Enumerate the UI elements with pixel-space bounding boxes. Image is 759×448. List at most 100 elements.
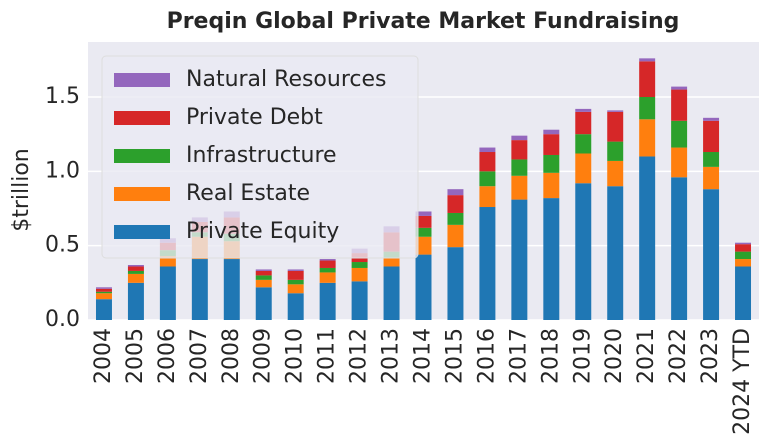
bar-segment	[319, 282, 336, 320]
bar-segment	[479, 147, 496, 153]
bar-segment	[511, 175, 528, 200]
bar-segment	[415, 227, 432, 237]
bar-segment	[319, 267, 336, 273]
bar-segment	[575, 153, 592, 184]
bar-segment	[607, 160, 624, 187]
bar-segment	[703, 117, 720, 121]
chart-title: Preqin Global Private Market Fundraising	[167, 9, 680, 34]
y-tick-label: 0.5	[45, 233, 80, 258]
bar-segment	[703, 120, 720, 153]
legend-swatch	[114, 225, 170, 239]
x-tick-label: 2013	[379, 328, 404, 384]
bar-segment	[415, 254, 432, 320]
x-tick-label: 2024 YTD	[730, 328, 755, 435]
bar-segment	[95, 299, 112, 320]
x-tick-label: 2004	[91, 328, 116, 384]
bar-segment	[735, 244, 752, 252]
bar-segment	[575, 183, 592, 320]
x-tick-label: 2009	[251, 328, 276, 384]
y-tick-label: 1.5	[45, 84, 80, 109]
bar-segment	[255, 287, 272, 320]
bar-segment	[735, 242, 752, 245]
bar-segment	[287, 284, 304, 294]
bar-segment	[319, 260, 336, 268]
bar-segment	[447, 212, 464, 225]
bar-segment	[447, 247, 464, 320]
bar-segment	[543, 154, 560, 173]
legend-swatch	[114, 111, 170, 125]
x-tick-label: 2018	[538, 328, 563, 384]
bar-segment	[415, 236, 432, 255]
legend-swatch	[114, 149, 170, 163]
x-tick-label: 2020	[602, 328, 627, 384]
bar-segment	[415, 211, 432, 216]
bar-segment	[447, 189, 464, 196]
bar-segment	[671, 89, 688, 121]
bar-segment	[415, 215, 432, 228]
bar-segment	[127, 266, 144, 271]
bar-segment	[479, 152, 496, 172]
bar-segment	[127, 282, 144, 320]
bar-segment	[703, 166, 720, 190]
bar-segment	[287, 270, 304, 280]
bar-segment	[703, 189, 720, 320]
x-tick-label: 2023	[698, 328, 723, 384]
bar-segment	[95, 288, 112, 292]
bar-segment	[95, 287, 112, 289]
bar-segment	[287, 279, 304, 285]
bar-segment	[671, 147, 688, 178]
legend-label: Infrastructure	[186, 143, 337, 168]
x-tick-label: 2005	[123, 328, 148, 384]
y-tick-label: 1.0	[45, 158, 80, 183]
x-tick-label: 2012	[347, 328, 372, 384]
bar-segment	[671, 120, 688, 148]
bar-segment	[479, 186, 496, 208]
bar-segment	[639, 156, 656, 320]
bar-segment	[255, 279, 272, 288]
bar-segment	[287, 269, 304, 271]
bar-segment	[543, 172, 560, 199]
bar-segment	[703, 152, 720, 167]
bar-segment	[511, 159, 528, 176]
legend-label: Private Debt	[186, 105, 323, 130]
legend-box	[101, 55, 419, 259]
bar-segment	[351, 267, 368, 282]
bar-segment	[479, 171, 496, 187]
bar-segment	[735, 251, 752, 260]
x-tick-label: 2014	[411, 328, 436, 384]
bar-segment	[639, 97, 656, 120]
bar-segment	[607, 110, 624, 112]
bar-segment	[639, 119, 656, 157]
legend-swatch	[114, 73, 170, 87]
bar-segment	[127, 273, 144, 283]
bar-segment	[255, 270, 272, 276]
bar-segment	[639, 58, 656, 62]
bar-segment	[543, 129, 560, 135]
bar-segment	[383, 257, 400, 267]
bar-segment	[95, 291, 112, 294]
x-tick-label: 2019	[570, 328, 595, 384]
bar-segment	[127, 270, 144, 274]
y-axis-label: $trillion	[9, 148, 34, 232]
bar-segment	[223, 259, 240, 320]
bar-segment	[575, 134, 592, 154]
bar-segment	[735, 259, 752, 267]
x-tick-label: 2011	[315, 328, 340, 384]
bar-segment	[319, 272, 336, 283]
x-tick-label: 2007	[187, 328, 212, 384]
x-tick-label: 2008	[219, 328, 244, 384]
bar-segment	[607, 141, 624, 161]
bar-segment	[447, 224, 464, 248]
x-tick-label: 2022	[666, 328, 691, 384]
x-tick-label: 2015	[442, 328, 467, 384]
legend-swatch	[114, 187, 170, 201]
bar-segment	[383, 266, 400, 320]
bar-segment	[159, 256, 176, 267]
y-tick-label: 0.0	[45, 307, 80, 332]
bar-segment	[127, 264, 144, 267]
legend-label: Private Equity	[186, 219, 339, 244]
bar-segment	[575, 108, 592, 112]
bar-segment	[479, 207, 496, 320]
bar-segment	[287, 293, 304, 320]
